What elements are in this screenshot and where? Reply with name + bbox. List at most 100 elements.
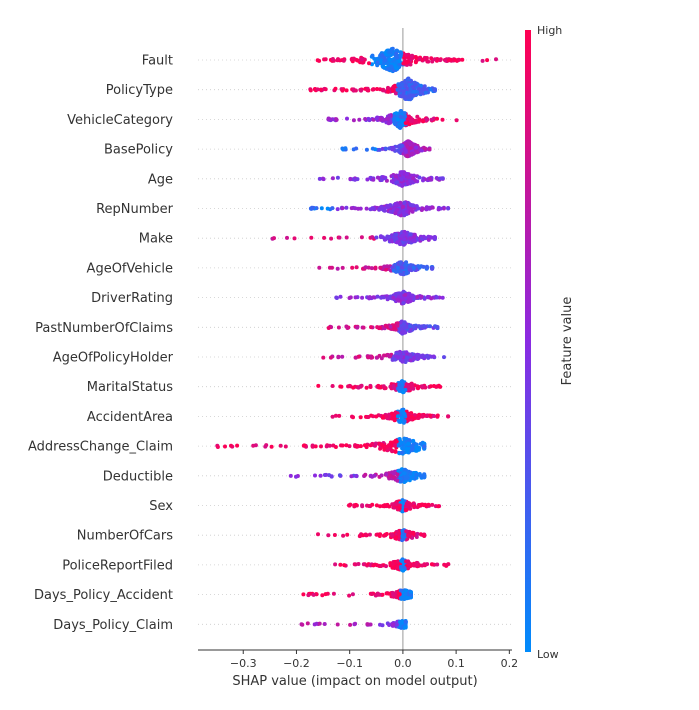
shap-dot (430, 502, 435, 507)
shap-dot (322, 235, 327, 240)
shap-dot (417, 86, 422, 91)
feature-label: Sex (149, 499, 173, 514)
shap-dot (398, 479, 403, 484)
shap-dot (415, 150, 420, 155)
shap-dot (393, 174, 398, 179)
shap-dot (379, 564, 383, 568)
shap-dot (385, 264, 390, 269)
shap-dot (381, 175, 386, 180)
shap-dot (342, 563, 347, 568)
shap-dot (354, 265, 359, 270)
shap-dot (429, 117, 434, 122)
shap-dot (371, 295, 376, 300)
shap-dot (393, 211, 398, 216)
shap-dot (363, 117, 368, 121)
shap-dot (316, 383, 321, 388)
shap-dot (399, 94, 404, 99)
shap-dot (429, 562, 434, 567)
shap-dot (398, 242, 402, 247)
shap-dot (329, 236, 334, 241)
shap-dot (411, 89, 416, 94)
shap-dot (364, 147, 369, 152)
x-tick-label: 0.0 (394, 657, 412, 670)
feature-label: Days_Policy_Accident (34, 588, 173, 603)
shap-dot (388, 209, 393, 214)
shap-dot (359, 235, 364, 240)
shap-dot (394, 236, 399, 241)
shap-dot (392, 121, 397, 126)
shap-dot (384, 444, 389, 449)
shap-dot (381, 88, 386, 93)
shap-dot (292, 236, 297, 241)
shap-dot (386, 205, 390, 210)
shap-dot (432, 414, 436, 418)
shap-dot (377, 207, 382, 212)
shap-dot (408, 93, 413, 98)
shap-dot (378, 265, 383, 270)
shap-dot (382, 55, 387, 60)
shap-dot (414, 472, 419, 477)
shap-dot (404, 382, 409, 387)
shap-dot (337, 413, 342, 418)
shap-dot (368, 385, 373, 389)
shap-dot (394, 232, 399, 237)
shap-dot (390, 416, 395, 421)
shap-dot (320, 593, 325, 598)
shap-dot (420, 414, 425, 419)
shap-dot (263, 444, 268, 449)
shap-dot (380, 442, 384, 447)
shap-dot (403, 387, 408, 392)
shap-dot (340, 206, 345, 211)
shap-dot (379, 473, 384, 478)
shap-dot (394, 60, 399, 65)
shap-dot (412, 416, 417, 421)
shap-dot (387, 504, 392, 509)
shap-dot (393, 410, 398, 415)
shap-dot (358, 444, 363, 449)
shap-dot (380, 592, 385, 597)
shap-dot (410, 53, 415, 58)
shap-dot (399, 114, 403, 119)
x-tick-label: −0.1 (336, 657, 363, 670)
shap-dot (335, 622, 340, 627)
shap-dot (337, 473, 342, 478)
shap-dot (395, 207, 399, 212)
feature-label: Deductible (103, 469, 173, 484)
shap-dot (357, 534, 362, 539)
shap-dot (402, 436, 407, 441)
feature-label: BasePolicy (104, 143, 173, 158)
shap-dot (350, 592, 355, 597)
shap-dot (415, 531, 420, 536)
shap-dot (400, 118, 405, 123)
shap-dot (416, 353, 421, 358)
shap-dot (355, 443, 360, 448)
shap-dot (324, 444, 329, 449)
shap-dot (425, 294, 430, 299)
shap-dot (394, 502, 398, 507)
shap-dot (373, 593, 378, 598)
shap-dot (316, 532, 320, 537)
shap-dot (397, 437, 402, 441)
feature-label: DriverRating (91, 291, 173, 306)
shap-dot (407, 417, 412, 422)
shap-dot (412, 504, 417, 509)
shap-dot (395, 560, 400, 564)
shap-dot (347, 503, 352, 508)
shap-dot (406, 502, 411, 507)
shap-dot (391, 146, 396, 151)
shap-dot (319, 206, 324, 211)
shap-dot (399, 450, 404, 455)
shap-dot (340, 265, 345, 270)
shap-dot (336, 354, 341, 359)
feature-label: Fault (142, 54, 173, 69)
shap-dot (336, 57, 340, 62)
shap-dot (397, 382, 402, 387)
shap-dot (400, 557, 405, 562)
shap-dot (313, 473, 317, 478)
shap-dot (435, 57, 440, 62)
shap-dot (229, 443, 233, 448)
shap-dot (394, 438, 399, 443)
colorbar-high-label: High (537, 24, 562, 37)
shap-dot (355, 325, 360, 330)
